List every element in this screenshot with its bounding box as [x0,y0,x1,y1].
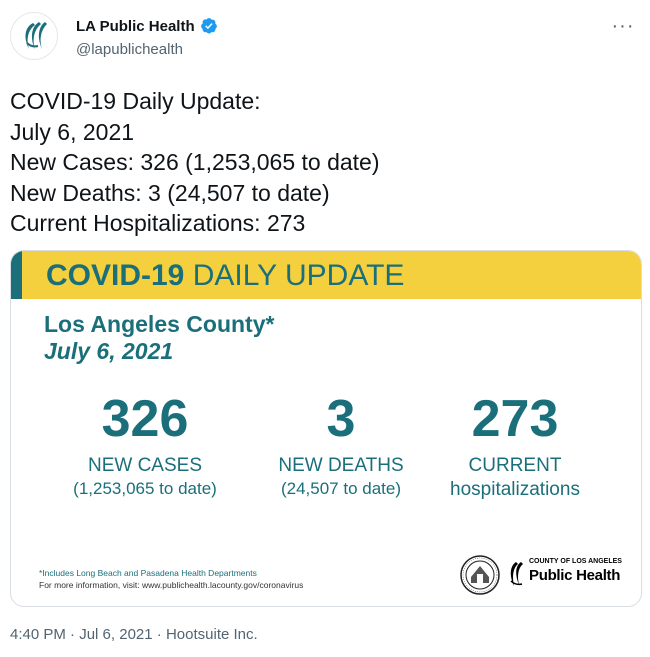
county-seal-icon [460,555,500,595]
dept-big-text: Public Health [529,567,621,584]
county-name: Los Angeles County* [44,311,275,337]
stat-label: NEW DEATHS [278,455,404,476]
stat-value: 326 [101,390,189,448]
stat-value: 273 [471,390,559,448]
stat-sub: (24,507 to date) [280,479,402,498]
tweet-text-line: Current Hospitalizations: 273 [10,210,306,236]
banner-stripe [11,251,22,299]
public-health-logo: COUNTY OF LOS ANGELES Public Health [507,557,625,593]
tweet-time[interactable]: 4:40 PM [10,626,66,643]
la-public-health-logo-icon [25,22,47,50]
meta-separator: · [65,626,80,643]
tweet-header: LA Public Health @lapublichealth ··· [10,8,640,66]
avatar[interactable] [10,12,58,60]
tweet-meta: 4:40 PM · Jul 6, 2021 · Hootsuite Inc. [10,626,258,643]
tweet-text-line: New Cases: 326 (1,253,065 to date) [10,149,380,175]
tweet-date[interactable]: Jul 6, 2021 [79,626,153,643]
stat-label: NEW CASES [87,455,203,476]
author-name-row: LA Public Health [76,17,218,35]
tweet-text-line: July 6, 2021 [10,118,135,145]
banner-title: COVID-19 DAILY UPDATE [46,259,404,293]
tweet-source[interactable]: Hootsuite Inc. [165,626,258,643]
author-handle[interactable]: @lapublichealth [76,41,183,58]
tweet-text-line: New Deaths: 3 (24,507 to date) [10,179,330,206]
meta-separator: · [152,626,166,643]
update-date: July 6, 2021 [44,338,174,364]
tweet-text-line: COVID-19 Daily Update: [10,88,261,114]
banner-title-bold: COVID-19 [46,259,185,292]
stat-sub: hospitalizations [450,479,580,500]
stat-hospitalizations: 273 CURRENT hospitalizations [425,389,605,502]
more-info-text: For more information, visit: www.publich… [39,580,304,590]
stat-new-deaths: 3 NEW DEATHS (24,507 to date) [251,389,431,500]
stat-label: CURRENT [468,455,562,476]
footnote: *Includes Long Beach and Pasadena Health… [39,568,257,578]
more-options-icon[interactable]: ··· [611,14,635,37]
stat-sub: (1,253,065 to date) [73,479,217,498]
attached-image-card[interactable]: COVID-19 DAILY UPDATE Los Angeles County… [10,250,642,607]
update-banner: COVID-19 DAILY UPDATE [11,251,641,299]
public-health-mark-icon [510,562,523,586]
stat-new-cases: 326 NEW CASES (1,253,065 to date) [55,389,235,500]
banner-title-rest: DAILY UPDATE [184,259,405,292]
verified-badge-icon [200,18,217,34]
display-name[interactable]: LA Public Health [76,17,195,35]
dept-small-text: COUNTY OF LOS ANGELES [529,558,622,565]
stat-value: 3 [326,390,356,448]
tweet-text: COVID-19 Daily Update: July 6, 2021 New … [10,86,640,239]
